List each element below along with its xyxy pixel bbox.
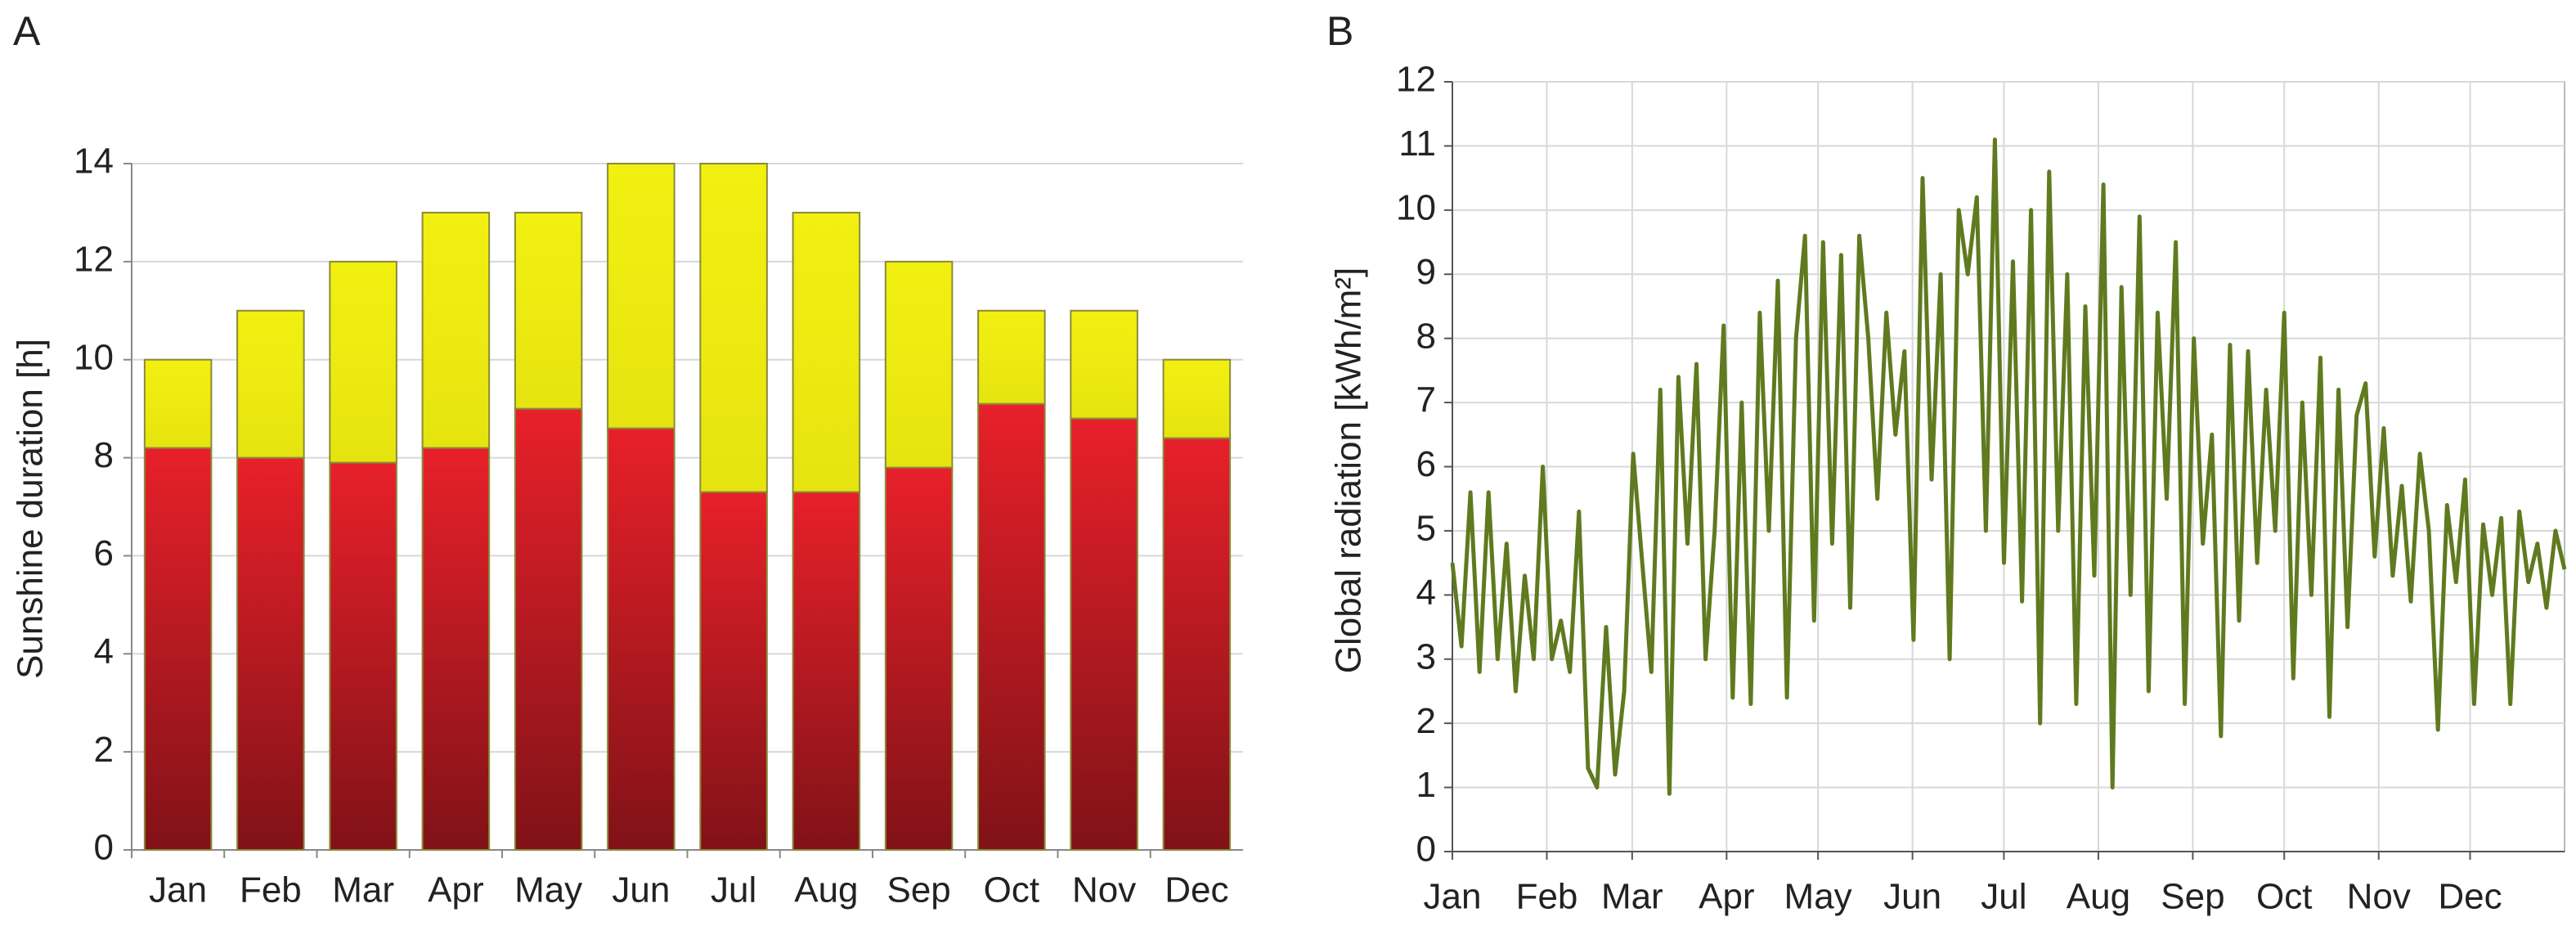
y-tick-label: 6 [1416, 444, 1436, 484]
y-tick-label: 2 [94, 730, 114, 770]
x-tick-label: Aug [794, 870, 858, 910]
bar-segment [884, 466, 954, 851]
y-tick-label: 0 [94, 828, 114, 868]
y-tick-label: 14 [74, 142, 114, 182]
bar-segment [977, 402, 1046, 851]
y-tick-label: 4 [94, 632, 114, 672]
x-tick-label: May [514, 870, 582, 910]
x-tick-label: Nov [1072, 870, 1136, 910]
bar-segment [1070, 309, 1138, 420]
x-tick-label: Dec [2438, 877, 2502, 917]
bar-segment [236, 456, 305, 851]
bar-segment [421, 211, 491, 449]
x-tick-label: Mar [332, 870, 394, 910]
y-tick-label: 8 [94, 435, 114, 475]
bar-segment [421, 447, 491, 851]
bar-segment [884, 260, 954, 469]
panel-label: B [1326, 8, 1353, 54]
x-tick-label: Jun [1883, 877, 1941, 917]
data-line [1450, 137, 2567, 796]
bar-segment [699, 491, 768, 851]
bar-segment [607, 163, 675, 429]
bar-segment [699, 163, 768, 493]
y-axis-title: Sunshine duration [h] [11, 339, 51, 679]
bar-segment [143, 447, 213, 851]
bar-segment [236, 309, 305, 459]
bar-segment [1070, 417, 1138, 851]
x-tick-label: Feb [240, 870, 302, 910]
x-tick-label: Sep [2161, 877, 2224, 917]
x-tick-label: Mar [1601, 877, 1663, 917]
bar-segment [514, 211, 583, 410]
y-tick-label: 0 [1416, 829, 1436, 870]
panel-label: A [13, 8, 41, 54]
bar-segment [792, 491, 861, 851]
y-tick-label: 11 [1398, 124, 1436, 164]
bar-segment [1162, 358, 1232, 439]
bar-segment [143, 358, 213, 449]
bar-segment [514, 407, 583, 851]
bar-segment [792, 211, 861, 493]
y-tick-label: 7 [1416, 380, 1436, 420]
x-tick-label: Oct [984, 870, 1039, 910]
y-tick-label: 5 [1416, 509, 1436, 549]
x-tick-label: Dec [1165, 870, 1228, 910]
bar-segment [977, 309, 1046, 405]
y-tick-label: 12 [1396, 60, 1436, 100]
bar-segment [1162, 437, 1232, 851]
y-tick-label: 9 [1416, 252, 1436, 292]
bar-segment [329, 260, 397, 464]
y-tick-label: 10 [74, 337, 114, 377]
x-tick-label: Aug [2067, 877, 2130, 917]
x-tick-label: Jul [711, 870, 756, 910]
x-tick-label: Apr [1699, 877, 1754, 917]
y-tick-label: 4 [1416, 573, 1436, 613]
x-tick-label: Apr [428, 870, 483, 910]
bar-segment [329, 461, 397, 851]
y-tick-label: 1 [1416, 765, 1436, 805]
x-tick-label: Jan [149, 870, 207, 910]
y-tick-label: 6 [94, 533, 114, 573]
x-tick-label: Jun [612, 870, 670, 910]
y-axis-title: Global radiation [kWh/m²] [1329, 267, 1369, 673]
y-tick-label: 3 [1416, 636, 1436, 677]
x-tick-label: Jul [1981, 877, 2026, 917]
y-tick-label: 2 [1416, 701, 1436, 741]
bar-segment [607, 427, 675, 851]
x-tick-label: Jan [1424, 877, 1482, 917]
x-tick-label: May [1784, 877, 1852, 917]
x-tick-label: Feb [1516, 877, 1578, 917]
y-tick-label: 8 [1416, 316, 1436, 356]
y-tick-label: 12 [74, 239, 114, 279]
x-tick-label: Oct [2256, 877, 2312, 917]
x-tick-label: Sep [886, 870, 950, 910]
y-tick-label: 10 [1396, 187, 1436, 227]
x-tick-label: Nov [2347, 877, 2411, 917]
